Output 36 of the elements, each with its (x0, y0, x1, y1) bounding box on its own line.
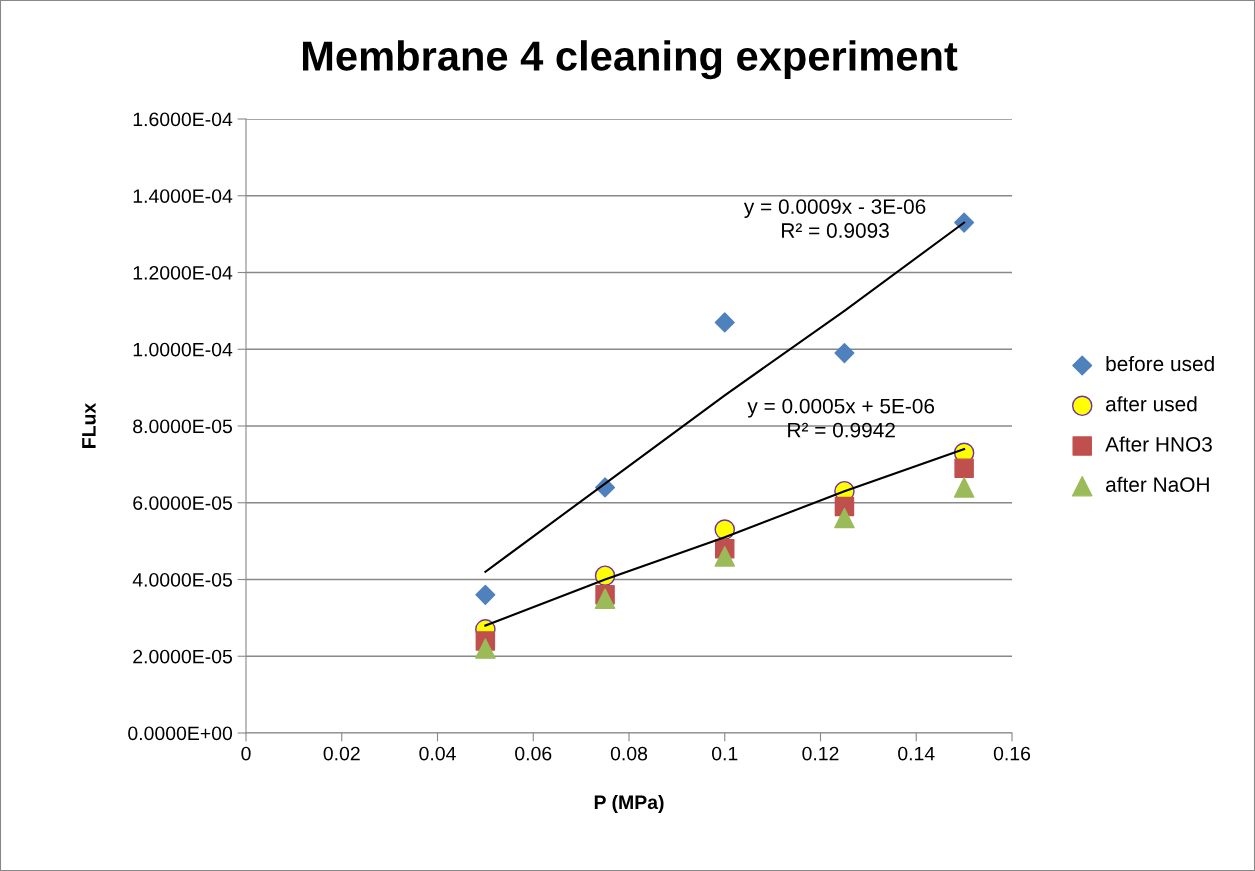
x-tick-label: 0.14 (898, 746, 935, 761)
x-tick-label: 0.04 (419, 746, 456, 761)
point (954, 212, 975, 233)
x-tick-label: 0.12 (802, 746, 839, 761)
point (714, 546, 736, 567)
point (475, 638, 496, 659)
legend-label: After HNO3 (1105, 436, 1212, 452)
annotation: y = 0.0009x - 3E-06 R² = 0.9093 (743, 199, 926, 238)
y-tick-label: 1.0000E-04 (133, 342, 233, 357)
x-axis-title: P (MPa) (594, 794, 664, 813)
y-tick-label: 1.2000E-04 (133, 265, 233, 280)
point (954, 458, 974, 478)
legend-label: after NaOH (1106, 476, 1209, 492)
legend-label: after used (1106, 396, 1197, 412)
x-tick-label: 0.06 (515, 746, 552, 761)
y-tick-label: 0.0000E+00 (128, 726, 233, 741)
x-tick-label: 0.08 (610, 746, 648, 761)
x-tick-label: 0.02 (323, 746, 360, 761)
x-tick-label: 0.16 (993, 746, 1031, 761)
x-tick-label: 0.1 (712, 746, 738, 761)
chart-title: Membrane 4 cleaning experiment (302, 40, 958, 80)
point (834, 343, 855, 364)
point (714, 312, 735, 333)
x-tick-label: 0 (241, 746, 251, 761)
y-tick-label: 6.0000E-05 (133, 496, 232, 510)
y-tick-label: 1.6000E-04 (133, 112, 233, 127)
y-tick-label: 8.0000E-05 (133, 419, 232, 434)
point (953, 477, 975, 498)
y-tick-label: 4.0000E-05 (132, 572, 232, 587)
y-axis-title: FLux (82, 402, 96, 448)
point (475, 584, 496, 605)
y-tick-label: 1.4000E-04 (133, 189, 233, 203)
annotation: y = 0.0005x + 5E-06 R² = 0.9942 (747, 398, 935, 438)
legend-label: before used (1106, 355, 1214, 372)
y-tick-label: 2.0000E-05 (133, 649, 232, 664)
point (834, 507, 855, 529)
